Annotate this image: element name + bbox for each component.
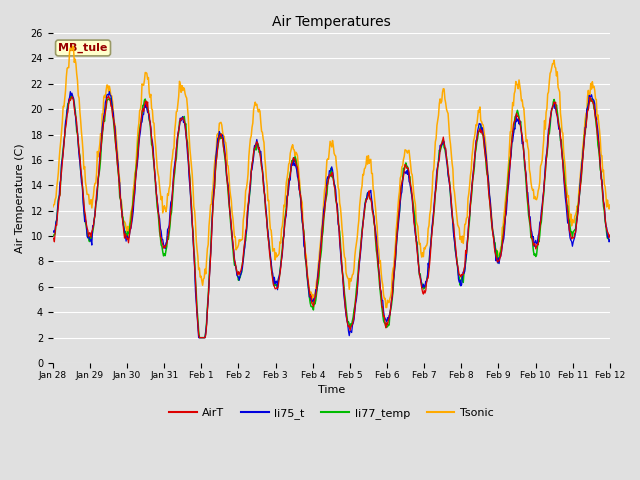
Text: MB_tule: MB_tule [58,43,108,53]
Y-axis label: Air Temperature (C): Air Temperature (C) [15,143,25,253]
X-axis label: Time: Time [317,385,345,395]
Title: Air Temperatures: Air Temperatures [272,15,390,29]
Legend: AirT, li75_t, li77_temp, Tsonic: AirT, li75_t, li77_temp, Tsonic [164,404,498,423]
